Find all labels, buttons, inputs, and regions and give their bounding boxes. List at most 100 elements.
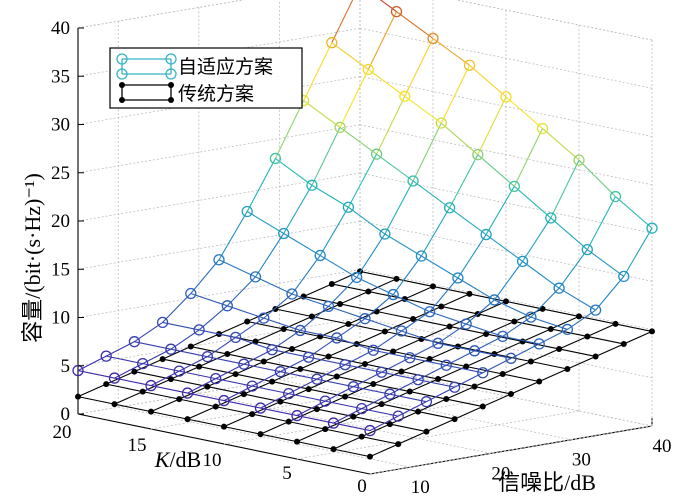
data-point [266, 344, 278, 356]
mesh-line [308, 388, 346, 398]
mesh-line [223, 413, 253, 428]
mesh-line [142, 363, 180, 372]
mesh-line [530, 348, 560, 362]
data-point [527, 358, 534, 365]
mesh-line [494, 299, 532, 318]
data-point [497, 330, 509, 343]
mesh-line [134, 341, 172, 350]
data-point [519, 338, 526, 345]
mesh-line [429, 358, 467, 368]
data-point [184, 416, 191, 423]
mesh-line [376, 298, 406, 312]
data-point [466, 290, 473, 297]
mesh-line [296, 441, 334, 450]
data-point [313, 406, 320, 413]
mesh-line [308, 356, 346, 366]
mesh-line [246, 158, 276, 212]
mesh-line [550, 217, 588, 251]
mesh-line [333, 436, 362, 450]
data-point [427, 32, 439, 45]
data-point [536, 122, 549, 135]
data-point [545, 212, 557, 224]
mesh-line [392, 255, 422, 295]
mesh-line [283, 328, 321, 338]
snr-tick-label: 30 [572, 450, 591, 471]
z-tick-label: 35 [51, 66, 70, 87]
data-point [128, 336, 141, 348]
data-point [319, 395, 331, 407]
mesh-line [275, 158, 313, 186]
mesh-line [384, 180, 414, 235]
mesh-line [376, 310, 414, 320]
mesh-line [389, 393, 427, 403]
data-point [244, 318, 251, 325]
data-point [159, 356, 166, 363]
mesh-line [291, 255, 321, 295]
mesh-line [275, 295, 304, 310]
data-point [393, 275, 400, 282]
mesh-line [530, 287, 560, 318]
mesh-line [134, 321, 163, 343]
mesh-line [319, 254, 357, 278]
data-point [330, 446, 337, 453]
mesh-line [550, 315, 580, 330]
data-point [404, 352, 416, 364]
data-point [365, 288, 372, 295]
mesh-line [578, 159, 616, 197]
mesh-line [449, 154, 479, 209]
mesh-line [373, 371, 402, 385]
data-point [410, 315, 417, 322]
data-point [240, 391, 247, 398]
mesh-line [392, 338, 422, 353]
data-point [483, 330, 490, 337]
grid-line [77, 269, 361, 318]
data-point [620, 340, 627, 347]
data-point [145, 379, 157, 392]
k-tick-label: 20 [53, 422, 72, 443]
data-point [100, 350, 112, 362]
mesh-line [106, 355, 143, 365]
legend-traditional-marker [168, 82, 174, 88]
mesh-line [316, 378, 354, 388]
data-point [415, 408, 422, 415]
data-point [249, 271, 262, 283]
k-axis-label: K/dB [154, 447, 201, 472]
mesh-line [255, 328, 284, 343]
mesh-line [587, 335, 624, 345]
snr-tick-label: 20 [491, 463, 510, 484]
mesh-line [623, 330, 653, 345]
data-point [398, 368, 405, 375]
k-tick-label: 0 [357, 476, 367, 497]
mesh-line [404, 285, 434, 300]
mesh-line [502, 316, 532, 337]
mesh-line [567, 355, 596, 370]
data-point [438, 303, 445, 310]
data-point [399, 90, 411, 102]
data-point [302, 351, 315, 363]
data-point [480, 228, 492, 241]
data-point [337, 300, 344, 307]
z-tick-label: 30 [51, 115, 70, 136]
mesh-line [550, 328, 588, 337]
mesh-line [477, 313, 515, 322]
data-point [451, 416, 458, 423]
mesh-line [466, 323, 503, 337]
chart-surfaces [72, 0, 658, 460]
mesh-line [522, 328, 552, 342]
mesh-line [324, 416, 354, 430]
data-point [269, 152, 282, 165]
mesh-line [409, 378, 439, 393]
mesh-line [260, 421, 289, 435]
mesh-line [198, 353, 228, 368]
mesh-line [347, 153, 378, 208]
mesh-line [359, 270, 397, 280]
mesh-line [311, 184, 349, 208]
mesh-line [404, 38, 434, 97]
k-axis-label-unit: /dB [169, 447, 201, 472]
mesh-line [429, 277, 459, 313]
mesh-line [134, 371, 172, 380]
mesh-line [288, 421, 326, 430]
mesh-line [336, 337, 374, 351]
data-point [443, 396, 450, 403]
data-point [370, 148, 383, 160]
